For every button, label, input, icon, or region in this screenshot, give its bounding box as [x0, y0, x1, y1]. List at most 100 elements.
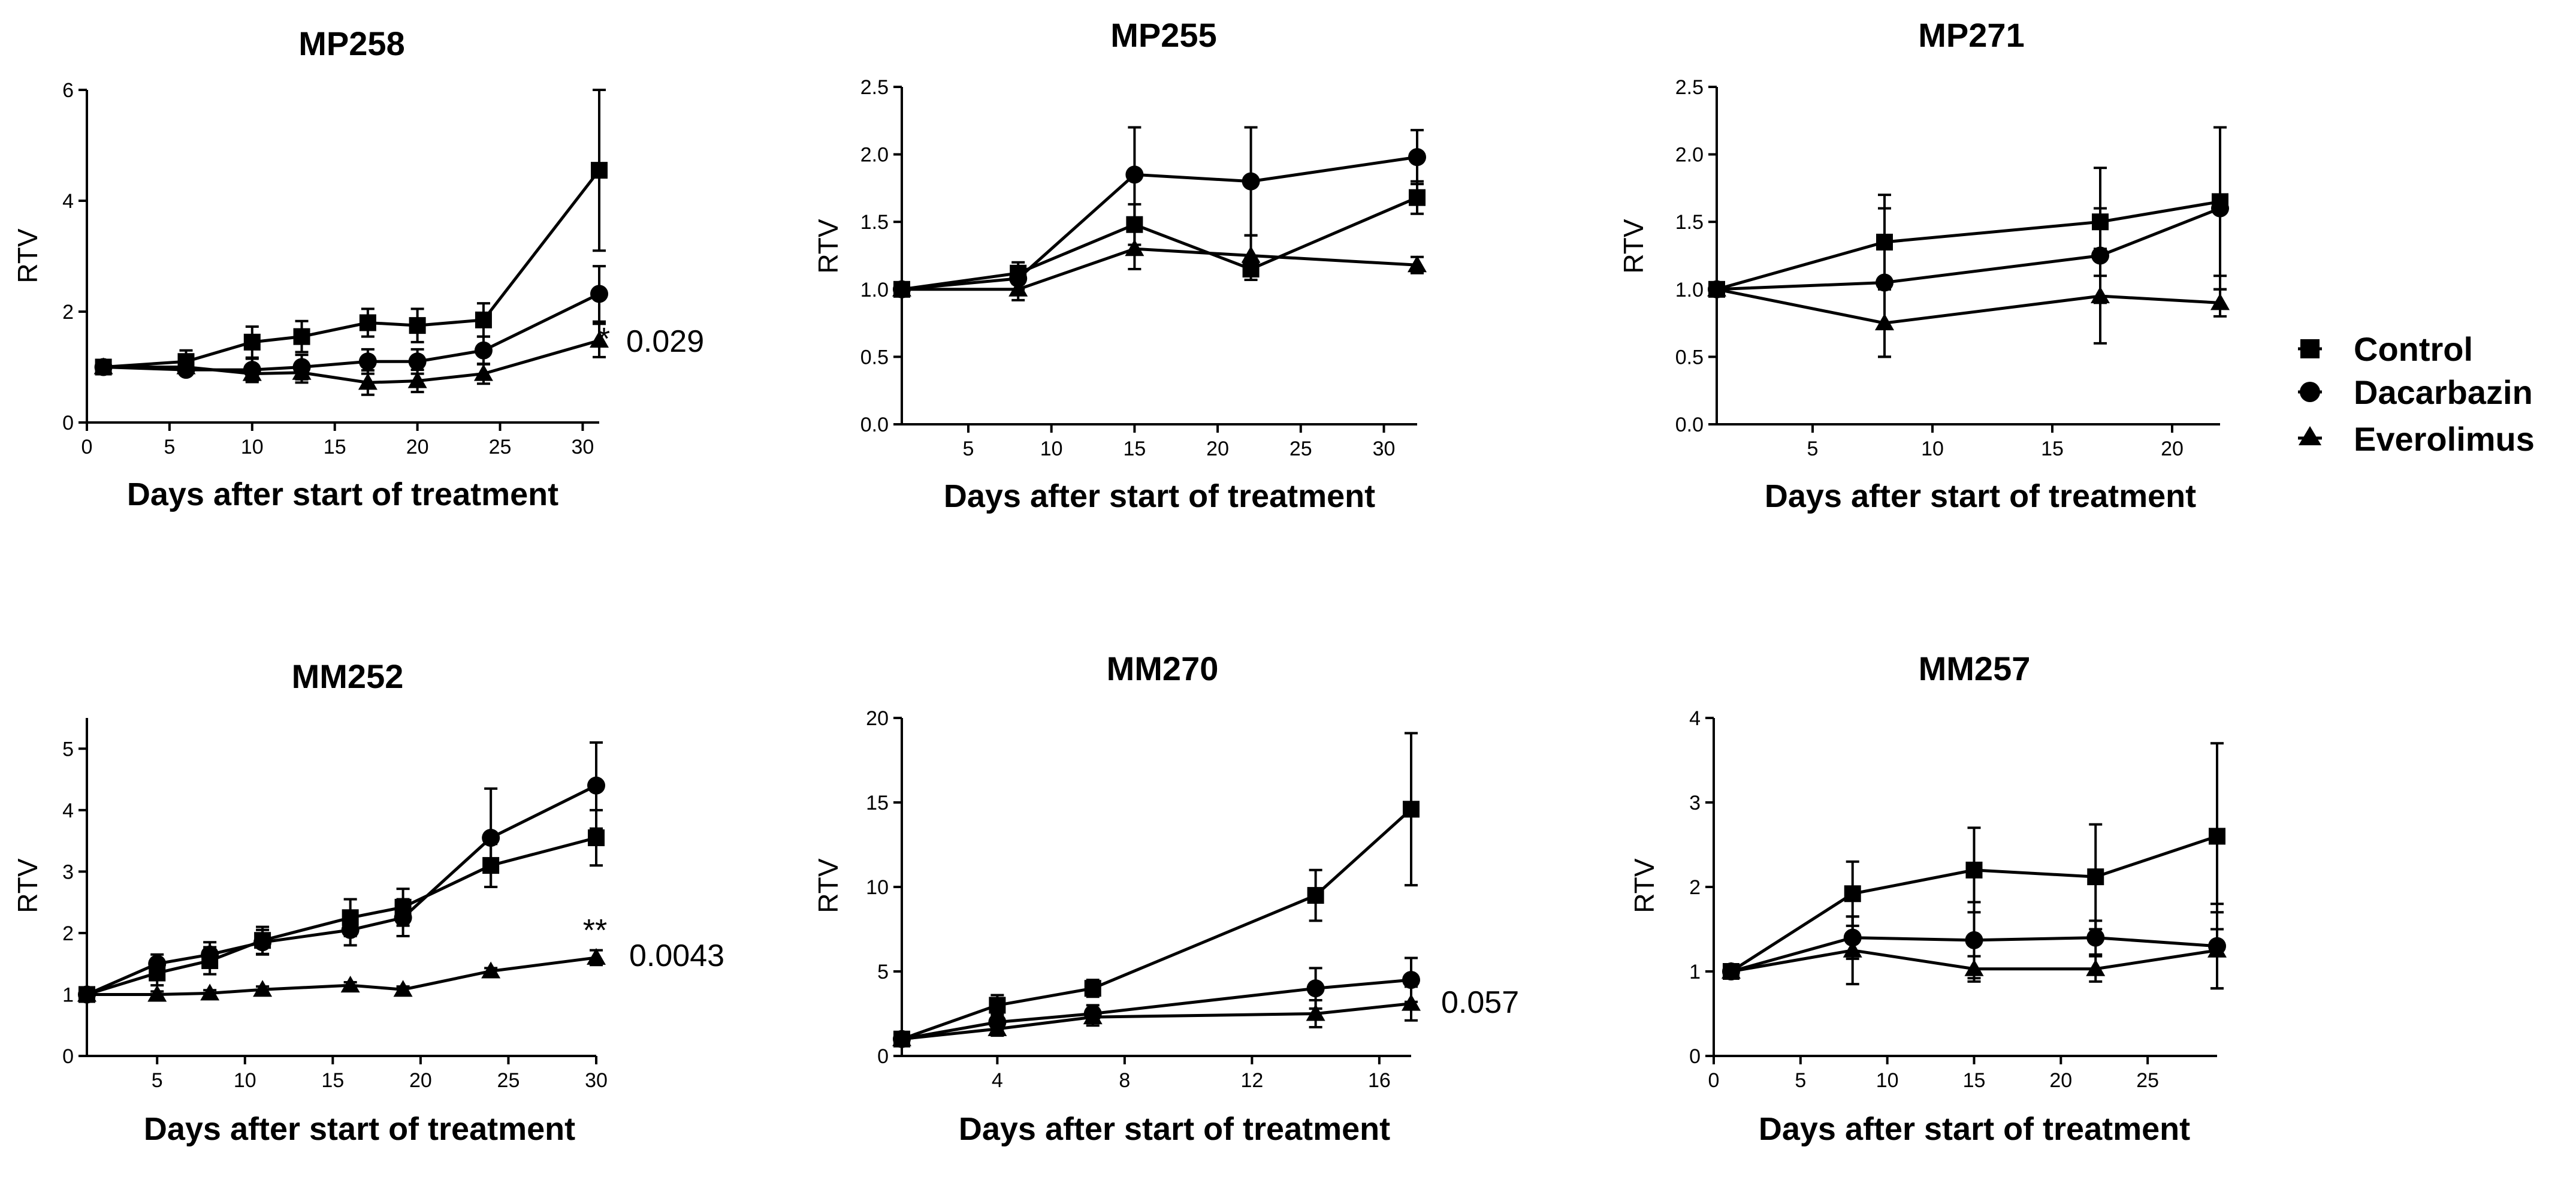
data-point-circle — [2086, 928, 2105, 947]
plot-area: 0 1 2 3 4 0 5 10 15 20 25 — [1689, 707, 2227, 1092]
data-point-circle — [408, 352, 427, 371]
data-point-triangle — [1306, 1004, 1325, 1021]
y-tick-label: 0 — [62, 412, 74, 434]
series-line-everolimus — [87, 956, 597, 996]
legend-item-dacarbazin: Dacarbazin — [2298, 373, 2533, 411]
data-point-triangle — [987, 1019, 1007, 1036]
series-line-control — [103, 169, 600, 369]
data-point-triangle — [407, 371, 427, 388]
y-tick-label: 15 — [866, 792, 889, 814]
y-tick-label: 1.0 — [1675, 279, 1704, 301]
plot-area: 0 2 4 6 0 5 10 15 20 25 30 — [62, 79, 609, 458]
y-axis-label: RTV — [12, 858, 43, 913]
series-line-control — [901, 196, 1418, 291]
x-tick-label: 20 — [409, 1069, 432, 1092]
series-line-everolimus — [901, 1002, 1412, 1041]
x-tick-label: 15 — [324, 436, 346, 458]
data-point-circle — [474, 341, 493, 360]
x-tick-label: 25 — [1289, 437, 1312, 460]
x-tick-label: 10 — [1040, 437, 1063, 460]
panel-title: MP258 — [298, 25, 404, 62]
x-tick-label: 5 — [164, 436, 175, 458]
panel-title: MP255 — [1110, 16, 1216, 54]
plot-area: 0.0 0.5 1.0 1.5 2.0 2.5 5 10 15 20 — [1675, 76, 2230, 460]
y-tick-label: 1.0 — [860, 279, 889, 301]
data-point-triangle — [2207, 940, 2227, 958]
y-tick-label: 20 — [866, 707, 889, 730]
series-line-control — [901, 808, 1412, 1041]
x-tick-label: 15 — [321, 1069, 344, 1092]
data-point-triangle — [1125, 239, 1144, 256]
y-tick-label: 0 — [1689, 1045, 1701, 1068]
p-value-label: 0.029 — [626, 324, 704, 359]
legend-label: Everolimus — [2354, 420, 2535, 458]
series-line-dacarbazin — [1716, 207, 2221, 291]
y-tick-label: 2 — [62, 301, 74, 324]
x-tick-label: 10 — [234, 1069, 256, 1092]
y-tick-label: 4 — [1689, 707, 1701, 730]
y-tick-label: 2.0 — [860, 144, 889, 167]
data-point-square — [1084, 980, 1101, 997]
data-point-triangle — [481, 961, 501, 979]
y-tick-label: 10 — [866, 876, 889, 899]
data-point-square — [591, 162, 608, 179]
data-point-circle — [1125, 165, 1144, 184]
data-point-triangle — [1707, 279, 1726, 297]
data-point-triangle — [292, 363, 312, 380]
series-line-everolimus — [1716, 288, 2221, 325]
x-axis-label: Days after start of treatment — [1765, 478, 2196, 514]
panel-title: MM257 — [1919, 650, 2031, 687]
x-axis-label: Days after start of treatment — [959, 1111, 1390, 1147]
data-point-circle — [590, 285, 608, 303]
y-tick-label: 3 — [1689, 792, 1701, 814]
legend: Control Dacarbazin Everolimus — [2298, 330, 2535, 458]
x-tick-label: 30 — [1373, 437, 1396, 460]
y-tick-label: 6 — [62, 79, 74, 102]
series-line-dacarbazin — [103, 292, 600, 372]
data-point-triangle — [93, 357, 113, 375]
x-tick-label: 10 — [1876, 1069, 1899, 1092]
data-point-square — [2087, 868, 2104, 886]
y-tick-label: 2.0 — [1675, 144, 1704, 167]
series-line-control — [1716, 200, 2221, 291]
x-tick-label: 25 — [2136, 1069, 2159, 1092]
x-tick-label: 5 — [1807, 437, 1819, 460]
x-axis-label: Days after start of treatment — [1759, 1111, 2190, 1147]
data-point-triangle — [358, 373, 378, 390]
data-point-triangle — [1008, 279, 1028, 297]
data-point-triangle — [892, 279, 911, 297]
data-point-circle — [358, 352, 377, 371]
plot-area: 0 5 10 15 20 4 8 12 16 — [866, 707, 1421, 1092]
x-tick-label: 25 — [497, 1069, 520, 1092]
data-point-triangle — [1083, 1007, 1103, 1025]
y-axis-label: RTV — [12, 228, 43, 283]
data-point-triangle — [2091, 286, 2110, 304]
y-tick-label: 2 — [62, 922, 74, 945]
data-point-triangle — [1721, 962, 1741, 979]
x-tick-label: 0 — [81, 436, 93, 458]
y-tick-label: 1 — [62, 983, 74, 1006]
legend-label: Control — [2354, 330, 2473, 368]
x-tick-label: 30 — [585, 1069, 608, 1092]
x-axis-label: Days after start of treatment — [944, 478, 1375, 514]
x-tick-label: 4 — [992, 1069, 1003, 1092]
data-point-circle — [253, 933, 272, 952]
data-point-square — [588, 829, 605, 846]
x-axis-label: Days after start of treatment — [144, 1111, 575, 1147]
legend-item-control: Control — [2298, 330, 2473, 368]
y-tick-label: 4 — [62, 190, 74, 213]
legend-item-everolimus: Everolimus — [2298, 420, 2535, 458]
y-axis-label: RTV — [1618, 219, 1649, 273]
x-tick-label: 20 — [2049, 1069, 2072, 1092]
x-tick-label: 10 — [1921, 437, 1944, 460]
y-tick-label: 2.5 — [1675, 76, 1704, 99]
data-point-triangle — [1408, 255, 1427, 273]
data-point-circle — [1408, 148, 1426, 167]
p-value-label: 0.057 — [1441, 985, 1519, 1020]
y-axis-label: RTV — [813, 858, 844, 913]
data-point-triangle — [2210, 293, 2230, 310]
data-point-circle — [201, 945, 219, 964]
y-axis-label: RTV — [813, 219, 844, 273]
